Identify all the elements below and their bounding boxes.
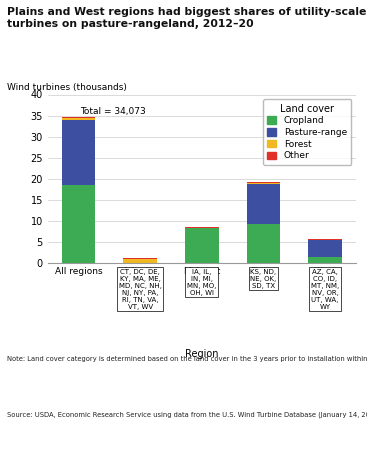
Bar xyxy=(247,183,280,184)
Text: Region: Region xyxy=(185,349,219,359)
Text: Wind turbines (thousands): Wind turbines (thousands) xyxy=(7,83,127,92)
Text: Total = 34,073: Total = 34,073 xyxy=(80,108,146,117)
Text: AZ, CA,
CO, ID,
MT, NM,
NV, OR,
UT, WA,
WY: AZ, CA, CO, ID, MT, NM, NV, OR, UT, WA, … xyxy=(311,269,339,310)
Text: Plains and West regions had biggest shares of utility-scale wind
turbines on pas: Plains and West regions had biggest shar… xyxy=(7,7,367,29)
Bar xyxy=(308,240,342,257)
Bar xyxy=(123,259,157,263)
Legend: Cropland, Pasture-range, Forest, Other: Cropland, Pasture-range, Forest, Other xyxy=(263,99,352,165)
Bar xyxy=(185,228,219,263)
Bar xyxy=(308,257,342,263)
Text: KS, ND,
NE, OK,
SD, TX: KS, ND, NE, OK, SD, TX xyxy=(250,269,277,288)
Bar xyxy=(62,118,95,120)
Bar xyxy=(247,182,280,183)
Bar xyxy=(247,184,280,225)
Text: Note: Land cover category is determined based on the land cover in the 3 years p: Note: Land cover category is determined … xyxy=(7,356,367,361)
Bar xyxy=(62,120,95,185)
Text: CT, DC, DE,
KY, MA, ME,
MD, NC, NH,
NJ, NY, PA,
RI, TN, VA,
VT, WV: CT, DC, DE, KY, MA, ME, MD, NC, NH, NJ, … xyxy=(119,269,162,310)
Text: Source: USDA, Economic Research Service using data from the U.S. Wind Turbine Da: Source: USDA, Economic Research Service … xyxy=(7,412,367,418)
Bar xyxy=(62,185,95,263)
Bar xyxy=(247,225,280,263)
Bar xyxy=(62,117,95,118)
Text: IA, IL,
IN, MI,
MN, MO,
OH, WI: IA, IL, IN, MI, MN, MO, OH, WI xyxy=(187,269,217,296)
